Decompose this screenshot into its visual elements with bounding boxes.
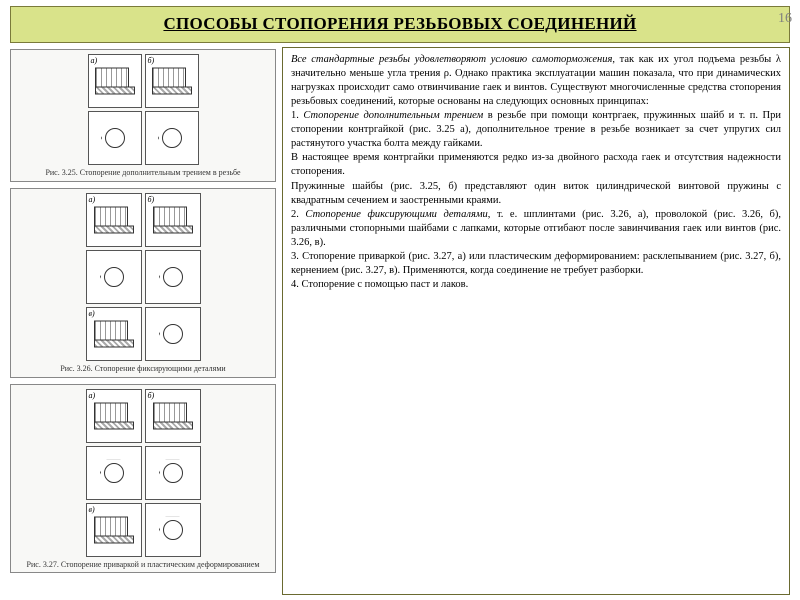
fig327-c-side: в) <box>86 503 142 557</box>
page-number: 16 <box>778 10 792 29</box>
content-columns: а) б) Рис. 3.25. Стопорение дополнительн… <box>10 47 790 595</box>
paragraph-7: 4. Стопорение с помощью паст и лаков. <box>291 278 781 292</box>
p5-num: 2. <box>291 209 305 220</box>
fig326-b-side: б) <box>145 193 201 247</box>
figure-3-26: а) б) в) <box>10 188 276 378</box>
fig326-a-side: а) <box>86 193 142 247</box>
fig325-a-side: а) <box>88 54 142 108</box>
fig325-a-top <box>88 111 142 165</box>
fig326-b-top <box>145 250 201 304</box>
paragraph-4: Пружинные шайбы (рис. 3.25, б) представл… <box>291 180 781 208</box>
cell-label: в) <box>89 309 95 320</box>
p5-italic: Стопорение фиксирующими деталями <box>305 209 487 220</box>
fig326-c-top <box>145 307 201 361</box>
cell-label: б) <box>148 391 155 402</box>
cell-label: а) <box>91 56 98 67</box>
cell-label: б) <box>148 56 155 67</box>
p1-lead: Все стандартные резьбы удовлетворяют усл… <box>291 54 612 65</box>
p2-num: 1. <box>291 110 303 121</box>
fig325-b-side: б) <box>145 54 199 108</box>
slide-title: СПОСОБЫ СТОПОРЕНИЯ РЕЗЬБОВЫХ СОЕДИНЕНИЙ <box>10 6 790 43</box>
cell-label: б) <box>148 195 155 206</box>
paragraph-2: 1. Стопорение дополнительным трением в р… <box>291 109 781 151</box>
fig327-b-side: б) <box>145 389 201 443</box>
paragraph-1: Все стандартные резьбы удовлетворяют усл… <box>291 53 781 109</box>
figures-column: а) б) Рис. 3.25. Стопорение дополнительн… <box>10 47 276 595</box>
fig327-a-top <box>86 446 142 500</box>
figure-caption: Рис. 3.26. Стопорение фиксирующими детал… <box>14 364 272 375</box>
cell-label: а) <box>89 195 96 206</box>
cell-label: а) <box>89 391 96 402</box>
paragraph-6: 3. Стопорение приваркой (рис. 3.27, а) и… <box>291 250 781 278</box>
figure-caption: Рис. 3.27. Стопорение приваркой и пласти… <box>14 560 272 571</box>
fig327-b-top <box>145 446 201 500</box>
fig325-b-top <box>145 111 199 165</box>
slide-page: 16 СПОСОБЫ СТОПОРЕНИЯ РЕЗЬБОВЫХ СОЕДИНЕН… <box>0 0 800 600</box>
paragraph-3: В настоящее время контргайки применяются… <box>291 151 781 179</box>
paragraph-5: 2. Стопорение фиксирующими деталями, т. … <box>291 208 781 250</box>
figure-3-27: а) б) в) <box>10 384 276 574</box>
figure-3-25: а) б) Рис. 3.25. Стопорение дополнительн… <box>10 49 276 182</box>
fig326-a-top <box>86 250 142 304</box>
figure-caption: Рис. 3.25. Стопорение дополнительным тре… <box>14 168 272 179</box>
fig326-c-side: в) <box>86 307 142 361</box>
p2-italic: Стопорение дополнительным трением <box>303 110 483 121</box>
body-text: Все стандартные резьбы удовлетворяют усл… <box>282 47 790 595</box>
fig327-a-side: а) <box>86 389 142 443</box>
fig327-c-top <box>145 503 201 557</box>
cell-label: в) <box>89 505 95 516</box>
